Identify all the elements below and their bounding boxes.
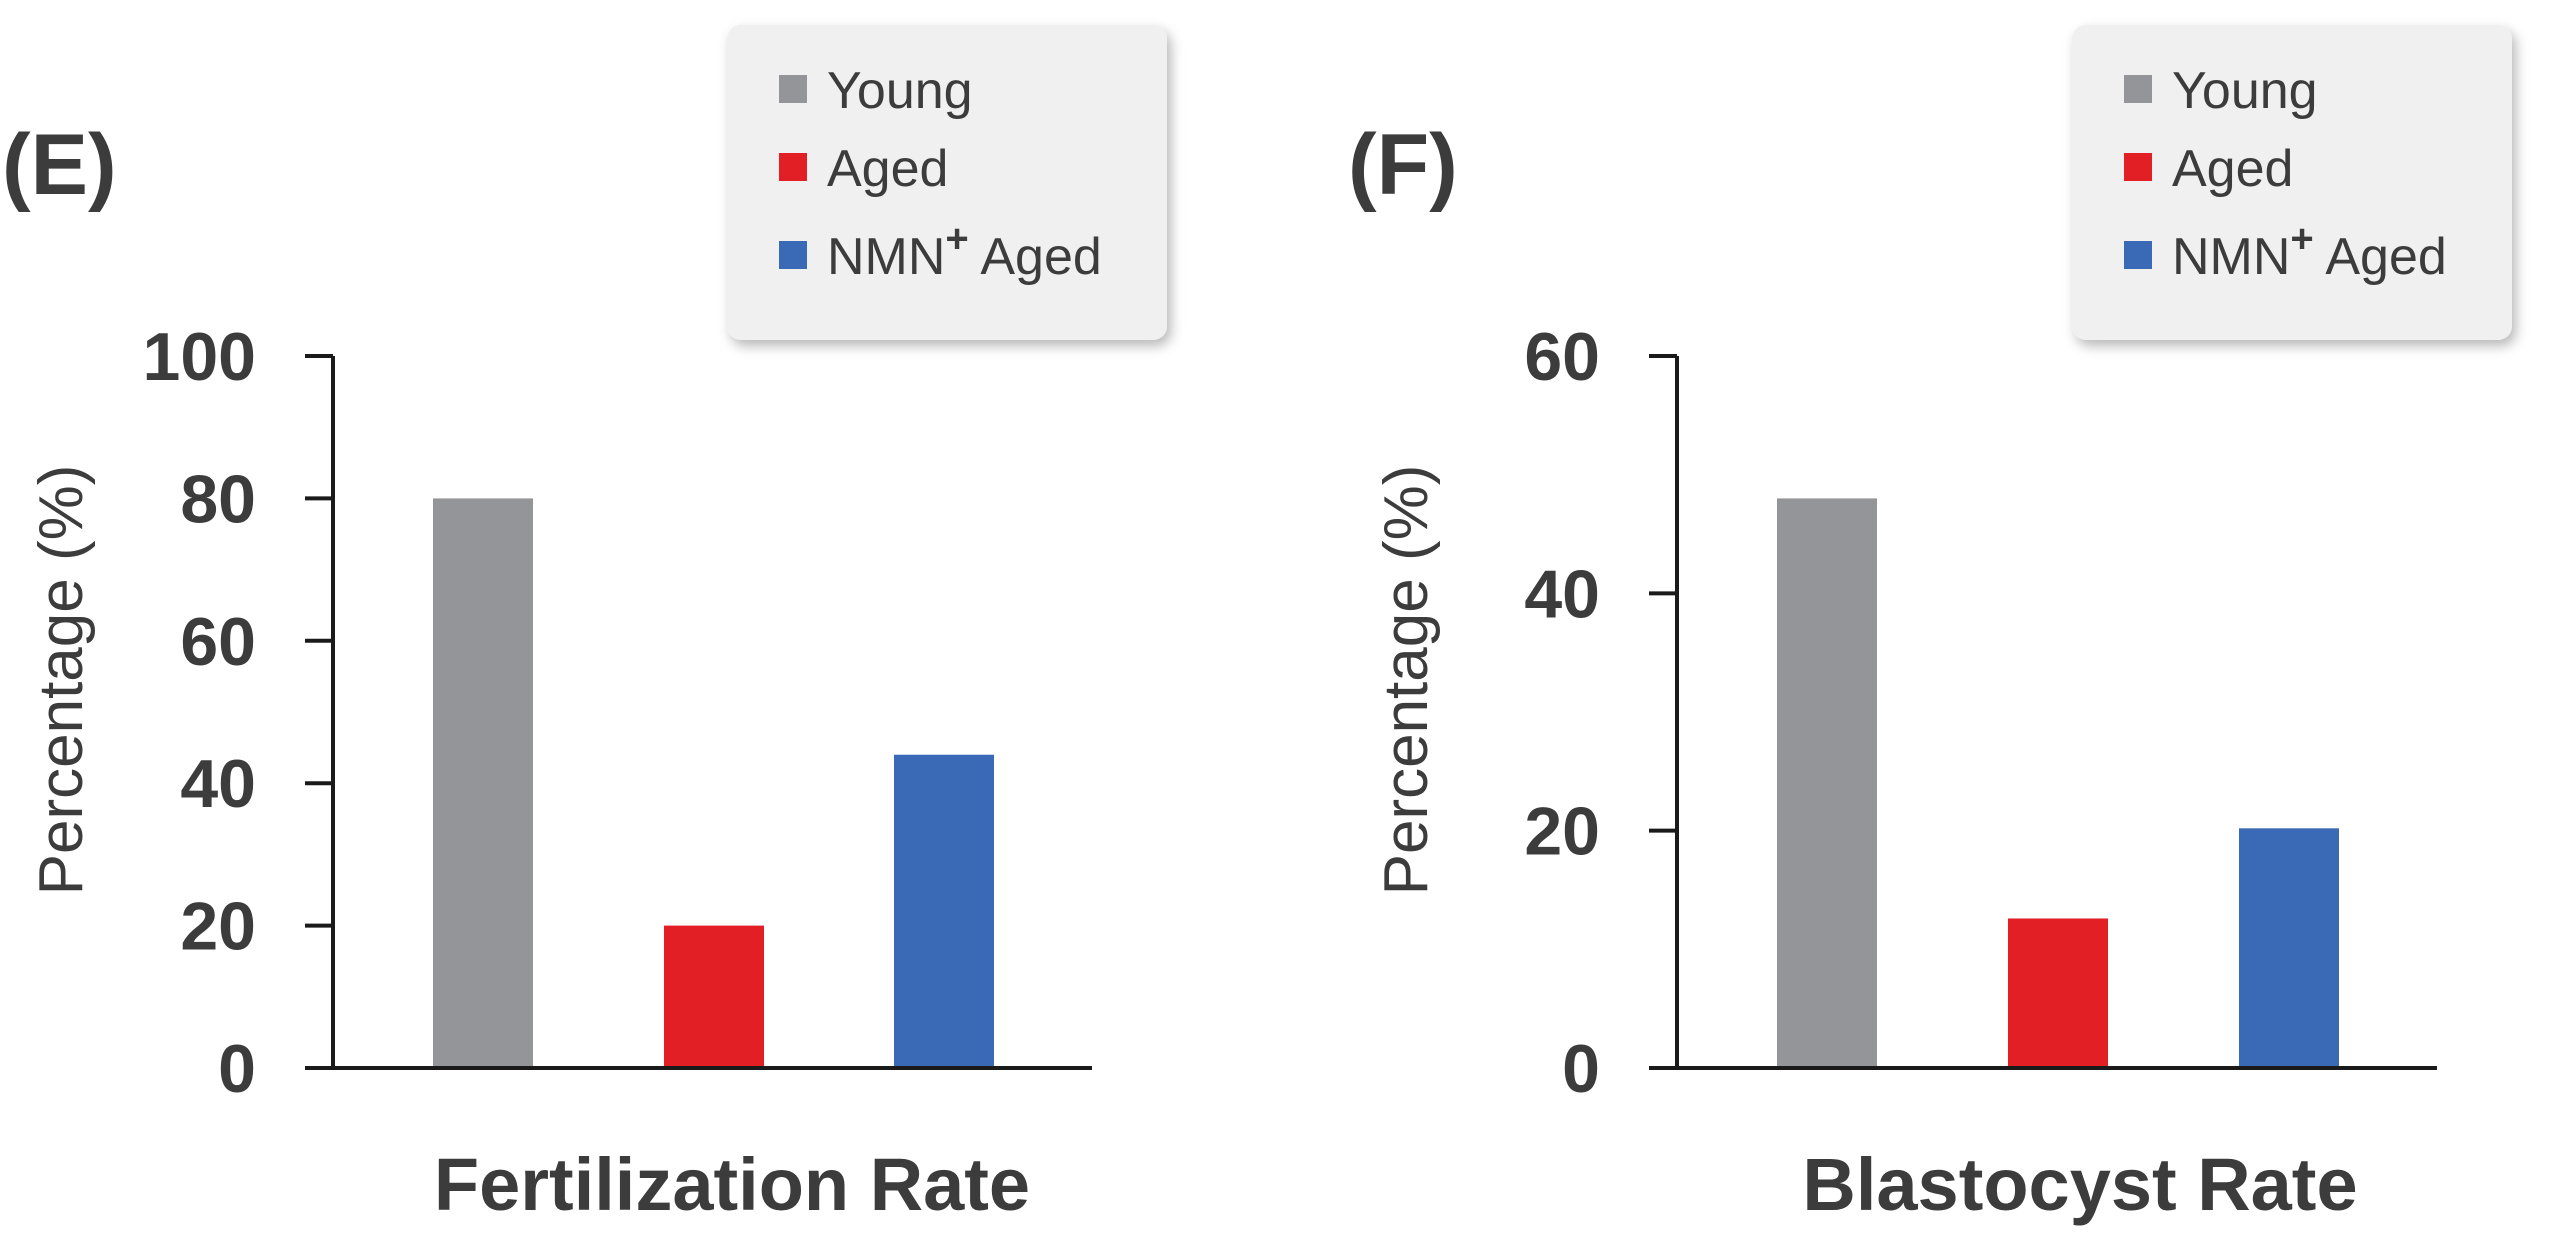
legend-swatch [779,153,807,181]
legend-swatch [779,241,807,269]
bar-2 [664,925,764,1068]
legend-entry-label: Young [827,62,973,120]
y-tick-label: 0 [1562,1031,1600,1107]
bar-3 [894,754,994,1068]
legend-swatch [2124,153,2152,181]
y-tick-label: 60 [180,604,256,680]
y-tick-label: 40 [180,746,256,822]
y-axis-label: Percentage (%) [1372,465,1441,896]
legend-label-superscript: + [2290,217,2313,261]
legend-label-text: Aged [2172,140,2293,198]
y-tick-label: 80 [180,461,256,537]
legend-swatch [2124,241,2152,269]
legend-label-text: NMN [2172,228,2290,286]
legend-swatch [2124,75,2152,103]
legend-label-suffix: Aged [2314,228,2447,286]
bar-1 [1777,498,1877,1068]
legend-label-text: Young [2172,62,2318,120]
legend-label-text: NMN [827,228,945,286]
y-tick-label: 100 [143,319,256,395]
y-tick-label: 20 [180,889,256,965]
y-tick-label: 40 [1524,556,1600,632]
y-axis-label: Percentage (%) [27,465,96,896]
y-tick-label: 20 [1524,794,1600,870]
bar-2 [2008,918,2108,1068]
y-tick-label: 0 [218,1031,256,1107]
legend-swatch [779,75,807,103]
legend-box [2072,25,2512,340]
y-tick-label: 60 [1524,319,1600,395]
legend-entry-label: NMN+ Aged [2172,217,2447,286]
bar-3 [2239,828,2339,1068]
legend-entry-label: NMN+ Aged [827,217,1102,286]
chart-title: Fertilization Rate [434,1143,1030,1226]
legend-label-text: Young [827,62,973,120]
panel-label: (E) [2,117,117,213]
legend-label-superscript: + [945,217,968,261]
panel-label: (F) [1348,117,1458,213]
legend-label-text: Aged [827,140,948,198]
chart-title: Blastocyst Rate [1802,1143,2357,1226]
bar-1 [433,498,533,1068]
legend-entry-label: Aged [2172,140,2293,198]
legend-label-suffix: Aged [969,228,1102,286]
legend-entry-label: Aged [827,140,948,198]
legend-entry-label: Young [2172,62,2318,120]
legend-box [727,25,1167,340]
